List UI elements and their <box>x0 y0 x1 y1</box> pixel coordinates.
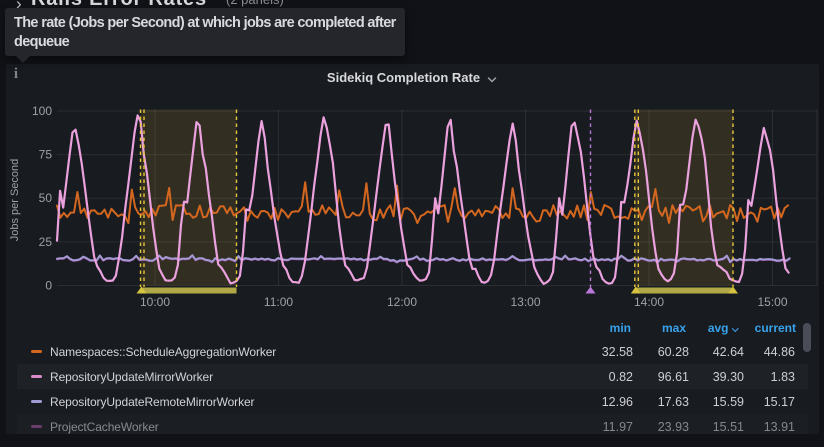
svg-text:25: 25 <box>39 235 53 249</box>
svg-text:14:00: 14:00 <box>634 295 664 309</box>
svg-text:50: 50 <box>39 191 53 205</box>
svg-text:0: 0 <box>45 279 52 293</box>
svg-text:100: 100 <box>32 104 52 118</box>
svg-text:13:00: 13:00 <box>510 295 540 309</box>
svg-text:11:00: 11:00 <box>264 295 293 309</box>
svg-text:10:00: 10:00 <box>140 295 170 309</box>
svg-text:75: 75 <box>39 148 53 162</box>
svg-text:12:00: 12:00 <box>387 295 417 309</box>
svg-text:15:00: 15:00 <box>757 295 787 309</box>
svg-text:Jobs per Second: Jobs per Second <box>9 159 21 242</box>
